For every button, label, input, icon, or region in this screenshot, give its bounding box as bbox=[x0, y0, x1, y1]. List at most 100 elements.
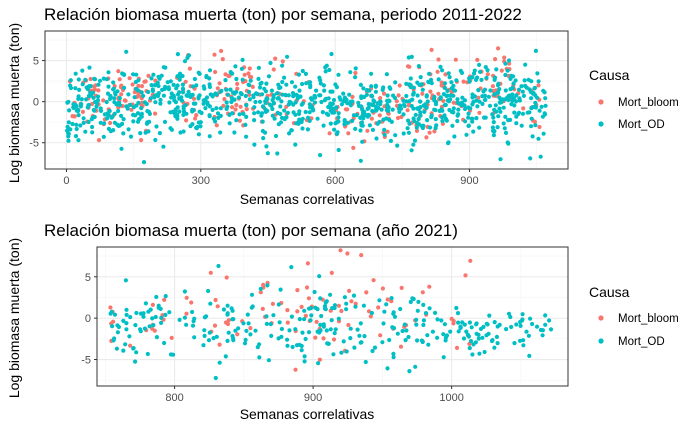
point-mort-od bbox=[87, 65, 92, 70]
point-mort-od bbox=[517, 338, 523, 343]
point-mort-od bbox=[270, 113, 275, 118]
point-mort-od bbox=[305, 127, 310, 132]
point-mort-od bbox=[152, 83, 158, 88]
point-mort-od bbox=[415, 106, 420, 111]
point-mort-od bbox=[501, 105, 506, 110]
point-mort-bloom bbox=[436, 57, 441, 62]
point-mort-od bbox=[154, 124, 159, 129]
y-tick-label: 0 bbox=[33, 97, 39, 109]
point-mort-bloom bbox=[143, 79, 148, 84]
point-mort-od bbox=[328, 121, 333, 126]
point-mort-od bbox=[128, 134, 134, 139]
point-mort-od bbox=[526, 333, 532, 338]
point-mort-bloom bbox=[219, 48, 224, 54]
point-mort-od bbox=[398, 306, 403, 312]
point-mort-od bbox=[501, 121, 506, 126]
point-mort-od bbox=[210, 107, 215, 112]
x-tick-label: 800 bbox=[165, 392, 183, 404]
point-mort-od bbox=[279, 326, 284, 332]
point-mort-bloom bbox=[378, 96, 383, 101]
point-mort-od bbox=[121, 117, 126, 122]
point-mort-od bbox=[472, 68, 477, 73]
point-mort-bloom bbox=[299, 304, 304, 309]
point-mort-od bbox=[393, 133, 398, 138]
point-mort-od bbox=[139, 90, 144, 95]
point-mort-od bbox=[205, 100, 210, 105]
point-mort-od bbox=[490, 125, 495, 130]
point-mort-od bbox=[446, 98, 451, 103]
point-mort-od bbox=[153, 314, 158, 320]
point-mort-od bbox=[360, 139, 365, 144]
point-mort-od bbox=[268, 322, 273, 327]
point-mort-od bbox=[404, 328, 409, 333]
point-mort-od bbox=[256, 76, 261, 81]
point-mort-bloom bbox=[339, 308, 344, 314]
point-mort-bloom bbox=[414, 128, 420, 133]
point-mort-od bbox=[421, 302, 426, 307]
point-mort-od bbox=[213, 375, 218, 381]
point-mort-od bbox=[411, 296, 416, 302]
point-mort-od bbox=[527, 353, 532, 358]
point-mort-od bbox=[322, 98, 327, 103]
point-mort-od bbox=[162, 119, 168, 124]
point-mort-od bbox=[420, 87, 425, 92]
point-mort-bloom bbox=[260, 306, 265, 311]
point-mort-od bbox=[425, 99, 430, 104]
point-mort-od bbox=[366, 105, 371, 110]
point-mort-od bbox=[419, 123, 424, 129]
point-mort-bloom bbox=[329, 270, 334, 275]
point-mort-bloom bbox=[368, 314, 373, 319]
point-mort-od bbox=[467, 320, 472, 325]
point-mort-bloom bbox=[139, 138, 144, 143]
point-mort-od bbox=[210, 94, 215, 99]
point-mort-od bbox=[336, 316, 341, 321]
point-mort-bloom bbox=[397, 83, 402, 88]
point-mort-od bbox=[167, 100, 172, 105]
point-mort-bloom bbox=[119, 92, 124, 97]
point-mort-od bbox=[503, 97, 508, 102]
point-mort-od bbox=[111, 86, 116, 91]
point-mort-od bbox=[353, 304, 358, 309]
point-mort-od bbox=[284, 82, 289, 87]
point-mort-od bbox=[146, 89, 151, 95]
point-mort-bloom bbox=[378, 333, 383, 338]
point-mort-bloom bbox=[353, 301, 358, 306]
point-mort-od bbox=[529, 116, 534, 121]
point-mort-od bbox=[300, 126, 305, 131]
point-mort-od bbox=[93, 99, 98, 105]
point-mort-od bbox=[382, 132, 387, 137]
point-mort-od bbox=[328, 108, 333, 113]
point-mort-od bbox=[332, 303, 338, 308]
point-mort-od bbox=[318, 93, 323, 98]
point-mort-od bbox=[151, 323, 156, 328]
point-mort-od bbox=[229, 96, 234, 101]
point-mort-od bbox=[421, 322, 426, 328]
legend-key-mort-bloom bbox=[598, 99, 604, 105]
point-mort-od bbox=[518, 323, 523, 328]
point-mort-od bbox=[136, 78, 141, 83]
point-mort-od bbox=[528, 156, 533, 161]
point-mort-od bbox=[358, 158, 363, 163]
point-mort-od bbox=[328, 292, 333, 297]
point-mort-bloom bbox=[217, 342, 222, 347]
point-mort-od bbox=[411, 142, 416, 147]
point-mort-od bbox=[154, 294, 159, 300]
panel-1: Relación biomasa muerta (ton) por semana… bbox=[6, 5, 569, 207]
point-mort-od bbox=[491, 120, 496, 125]
point-mort-od bbox=[313, 305, 318, 310]
point-mort-od bbox=[482, 87, 488, 92]
point-mort-bloom bbox=[224, 275, 229, 280]
point-mort-od bbox=[353, 126, 358, 131]
point-mort-bloom bbox=[507, 61, 512, 66]
point-mort-od bbox=[425, 118, 430, 123]
point-mort-od bbox=[307, 110, 312, 115]
point-mort-od bbox=[452, 88, 457, 93]
point-mort-od bbox=[184, 93, 189, 98]
point-mort-od bbox=[374, 136, 379, 141]
point-mort-od bbox=[495, 125, 500, 130]
point-mort-od bbox=[259, 80, 264, 85]
point-mort-od bbox=[355, 327, 360, 332]
point-mort-od bbox=[153, 100, 158, 105]
point-mort-od bbox=[328, 89, 333, 94]
point-mort-od bbox=[203, 106, 208, 111]
